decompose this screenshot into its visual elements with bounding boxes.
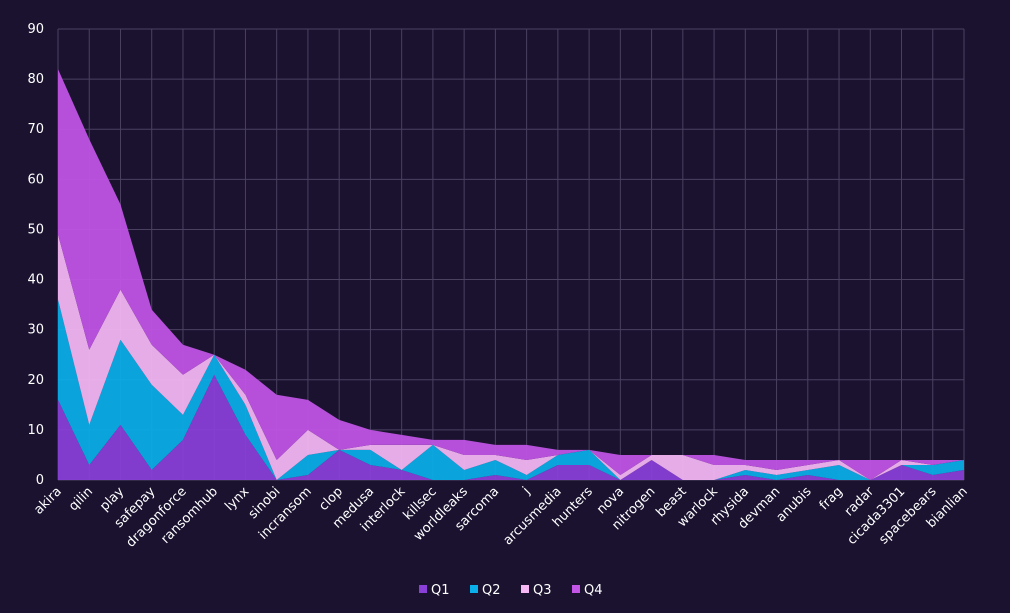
legend-label: Q3 bbox=[533, 583, 552, 598]
y-axis: 0 10 20 30 40 50 60 70 80 90 bbox=[27, 22, 44, 488]
x-tick-label: anubis bbox=[774, 484, 815, 525]
area-series bbox=[58, 69, 964, 480]
legend-item-q2: Q2 bbox=[470, 583, 501, 598]
legend: Q1 Q2 Q3 Q4 bbox=[419, 583, 603, 598]
legend-label: Q2 bbox=[482, 583, 501, 598]
legend-label: Q4 bbox=[584, 583, 603, 598]
x-tick-label: j bbox=[520, 484, 534, 498]
legend-swatch bbox=[521, 585, 529, 593]
legend-item-q3: Q3 bbox=[521, 583, 552, 598]
x-axis: akira qilin playsafepaydragonforceransomhu… bbox=[31, 484, 971, 551]
legend-label: Q1 bbox=[431, 583, 450, 598]
y-tick-label: 40 bbox=[27, 273, 44, 288]
y-tick-label: 60 bbox=[27, 172, 44, 187]
legend-item-q1: Q1 bbox=[419, 583, 450, 598]
legend-swatch bbox=[470, 585, 478, 593]
x-tick-label: qilin bbox=[66, 484, 96, 514]
y-tick-label: 30 bbox=[27, 323, 44, 338]
area-q2 bbox=[58, 299, 964, 480]
legend-swatch bbox=[419, 585, 427, 593]
legend-swatch bbox=[572, 585, 580, 593]
area-q1 bbox=[58, 374, 964, 480]
y-tick-label: 50 bbox=[27, 222, 44, 237]
y-tick-label: 70 bbox=[27, 122, 44, 137]
y-tick-label: 90 bbox=[27, 22, 44, 37]
y-tick-label: 10 bbox=[27, 423, 44, 438]
legend-item-q4: Q4 bbox=[572, 583, 603, 598]
x-tick-label: akira bbox=[31, 484, 65, 518]
y-tick-label: 80 bbox=[27, 72, 44, 87]
y-tick-label: 0 bbox=[36, 473, 44, 488]
y-tick-label: 20 bbox=[27, 373, 44, 388]
